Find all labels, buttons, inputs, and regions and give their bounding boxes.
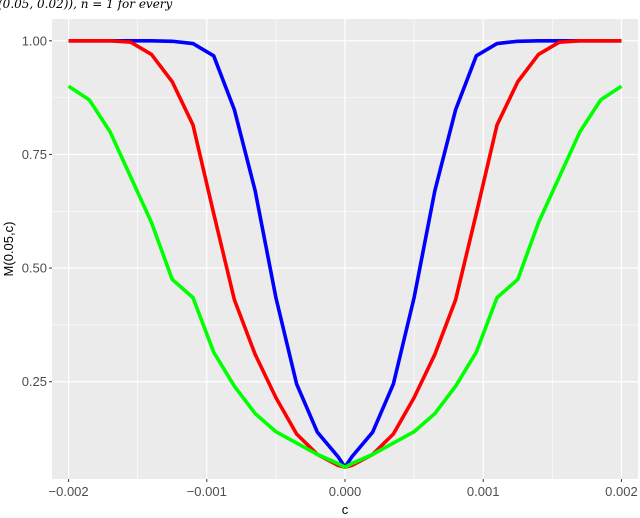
series-group: [67, 39, 623, 469]
x-axis: −0.002 −0.001 0.000 0.001 0.002: [49, 479, 638, 499]
series-line-3: [67, 84, 623, 469]
x-tick-label: 0.000: [329, 484, 362, 499]
x-tick-label: −0.002: [49, 484, 89, 499]
y-tick-label: 1.00: [22, 33, 47, 48]
caption-fragment: (0.05, 0.02)), n = 1 for every: [0, 0, 173, 11]
x-tick-label: −0.001: [187, 484, 227, 499]
x-tick-label: 0.001: [467, 484, 500, 499]
y-axis-title: M(0.05,c): [1, 222, 16, 277]
y-tick-label: 0.75: [22, 147, 47, 162]
x-axis-title: c: [342, 502, 349, 517]
y-tick-label: 0.50: [22, 261, 47, 276]
x-tick-label: 0.002: [605, 484, 638, 499]
y-tick-label: 0.25: [22, 374, 47, 389]
grid: [52, 19, 638, 479]
y-axis: 0.25 0.50 0.75 1.00: [22, 33, 52, 389]
